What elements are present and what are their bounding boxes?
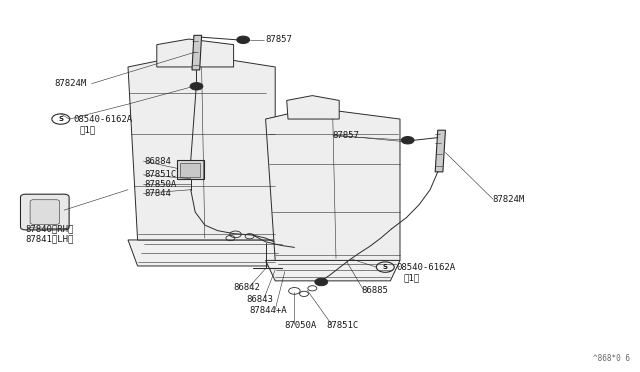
Text: 87844+A: 87844+A	[250, 307, 287, 315]
Text: 87050A: 87050A	[285, 321, 317, 330]
Text: S: S	[383, 264, 388, 270]
Text: 87851C: 87851C	[326, 321, 358, 330]
FancyBboxPatch shape	[30, 200, 60, 224]
Text: 87824M: 87824M	[54, 79, 86, 88]
FancyBboxPatch shape	[180, 163, 200, 177]
Polygon shape	[128, 240, 285, 266]
Circle shape	[190, 83, 203, 90]
Text: 86842: 86842	[234, 283, 260, 292]
Text: 86884: 86884	[144, 157, 171, 166]
Text: 86843: 86843	[246, 295, 273, 304]
Text: 87857: 87857	[266, 35, 292, 44]
Text: S: S	[58, 116, 63, 122]
Text: 87851C: 87851C	[144, 170, 176, 179]
Text: 87844: 87844	[144, 189, 171, 198]
Text: 08540-6162A: 08540-6162A	[397, 263, 456, 272]
Text: 87857: 87857	[333, 131, 360, 140]
Text: （1）: （1）	[403, 274, 419, 283]
Circle shape	[401, 137, 414, 144]
Circle shape	[237, 36, 250, 44]
FancyBboxPatch shape	[20, 194, 69, 230]
Text: ^868*0 6: ^868*0 6	[593, 354, 630, 363]
Text: 87841（LH）: 87841（LH）	[26, 234, 74, 243]
Polygon shape	[157, 39, 234, 67]
Text: （1）: （1）	[80, 126, 96, 135]
Circle shape	[315, 278, 328, 286]
Polygon shape	[266, 260, 400, 281]
Polygon shape	[128, 54, 275, 240]
Text: 87840（RH）: 87840（RH）	[26, 224, 74, 233]
Polygon shape	[287, 96, 339, 119]
Polygon shape	[192, 35, 202, 70]
Text: 86885: 86885	[362, 286, 388, 295]
Text: 87850A: 87850A	[144, 180, 176, 189]
Text: 08540-6162A: 08540-6162A	[74, 115, 132, 124]
FancyBboxPatch shape	[177, 160, 204, 179]
Text: 87824M: 87824M	[493, 195, 525, 203]
Polygon shape	[266, 108, 400, 260]
Polygon shape	[435, 130, 445, 172]
